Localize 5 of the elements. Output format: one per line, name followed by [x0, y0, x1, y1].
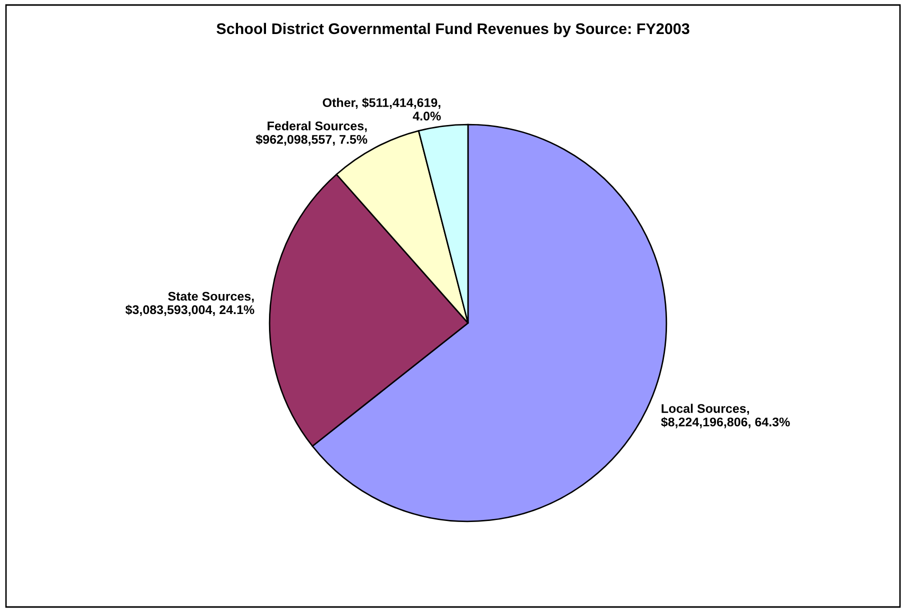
slice-label: Local Sources, $8,224,196,806, 64.3%: [661, 404, 790, 428]
slice-label: Federal Sources, $962,098,557, 7.5%: [256, 121, 368, 146]
chart-title: School District Governmental Fund Revenues by Source: FY2003: [216, 22, 690, 38]
slice-label: Other, $511,414,619, 4.0%: [322, 98, 441, 121]
slice-label: State Sources, $3,083,593,004, 24.1%: [125, 292, 254, 316]
